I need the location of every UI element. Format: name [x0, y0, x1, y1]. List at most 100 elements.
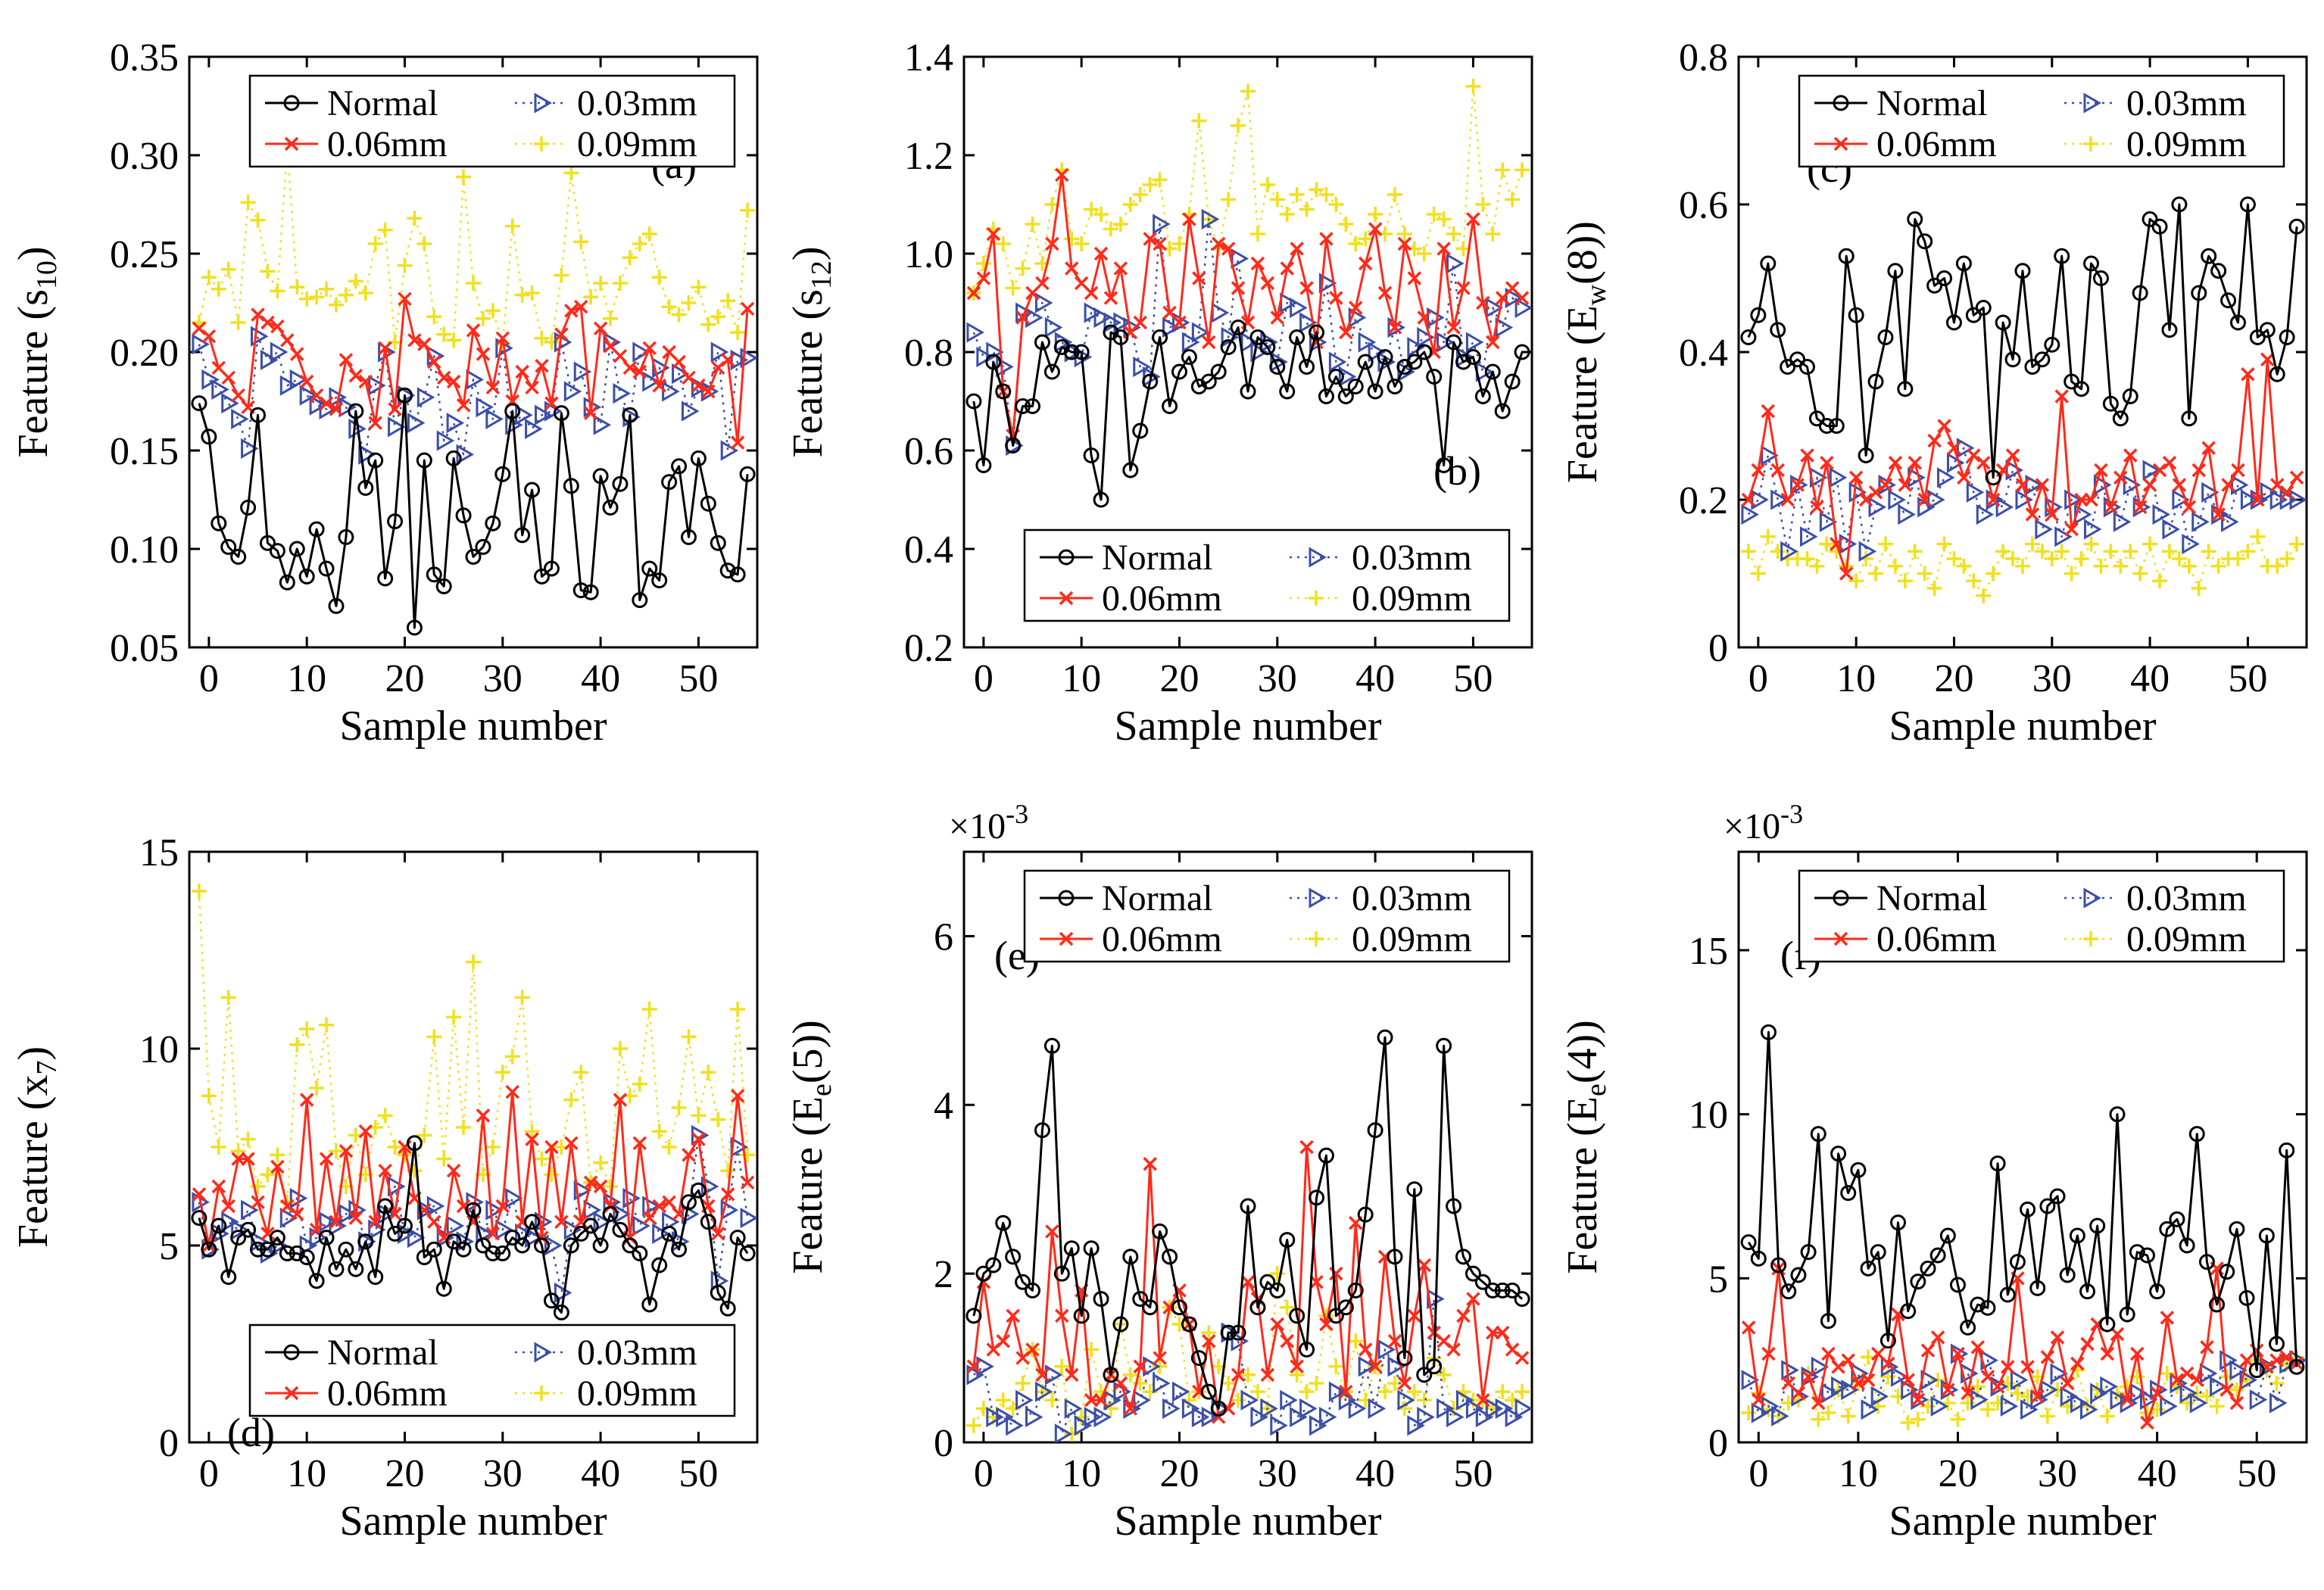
legend-item-normal: Normal [265, 1333, 438, 1373]
data-point-003mm [1455, 1389, 1474, 1411]
data-point-normal [1810, 1126, 1826, 1143]
data-point-006mm [1329, 291, 1343, 305]
data-point-006mm [1741, 1320, 1756, 1335]
data-point-009mm [328, 1143, 344, 1159]
data-point-006mm [378, 1163, 392, 1178]
data-point-normal [298, 568, 315, 585]
data-point-003mm [652, 1223, 670, 1245]
data-point-006mm [1417, 1258, 1431, 1273]
data-point-003mm [407, 1227, 426, 1249]
data-point-009mm [710, 309, 726, 325]
data-point-009mm [661, 299, 677, 315]
legend-item-003mm: 0.03mm [1290, 538, 1472, 578]
data-point-normal [1387, 379, 1403, 394]
data-point-006mm [1387, 320, 1402, 335]
data-point-009mm [1811, 1411, 1826, 1427]
data-point-009mm [1887, 558, 1903, 574]
data-point-003mm [2191, 511, 2210, 532]
data-point-009mm [1995, 544, 2011, 560]
data-point-006mm [1930, 1330, 1945, 1345]
data-point-003mm [2139, 1389, 2158, 1411]
data-point-009mm [1485, 226, 1501, 242]
data-point-006mm [427, 1214, 441, 1230]
data-point-009mm [1960, 1395, 1976, 1411]
data-point-006mm [1761, 1346, 1776, 1361]
data-point-003mm [1044, 316, 1063, 338]
data-point-normal [1132, 422, 1149, 439]
data-point-normal [2239, 196, 2256, 213]
data-point-009mm [416, 1127, 432, 1143]
data-point-normal [1357, 354, 1374, 370]
series-009mm [1740, 528, 2305, 603]
data-point-normal [1073, 1308, 1090, 1324]
data-point-009mm [1387, 187, 1402, 202]
data-point-006mm [1752, 1392, 1766, 1407]
legend-label: Normal [1876, 878, 1988, 918]
data-point-normal [1005, 1249, 1022, 1265]
legend-box [1023, 528, 1511, 622]
data-point-009mm [436, 326, 452, 342]
data-point-009mm [1122, 197, 1138, 212]
data-point-006mm [1830, 537, 1844, 551]
data-point-normal [2248, 1362, 2265, 1379]
data-point-009mm [1426, 207, 1442, 222]
legend-box [248, 74, 736, 168]
data-point-006mm [1153, 1351, 1167, 1365]
legend-item-normal: Normal [1040, 538, 1213, 578]
data-point-003mm [1054, 1423, 1073, 1442]
data-point-003mm [535, 404, 553, 426]
x-axis-label: Sample number [339, 1498, 607, 1545]
data-point-003mm [2142, 460, 2161, 481]
data-point-003mm [2199, 1363, 2218, 1384]
data-point-009mm [975, 256, 991, 271]
data-point-normal [572, 1225, 589, 1242]
data-point-003mm [2249, 1389, 2268, 1411]
data-point-006mm [2191, 463, 2206, 478]
data-point-003mm [1191, 1406, 1210, 1428]
data-point-003mm [2219, 1350, 2238, 1371]
data-point-003mm [563, 381, 582, 402]
data-point-normal [1426, 1358, 1443, 1375]
data-point-003mm [1093, 307, 1112, 329]
data-point-009mm [1950, 1411, 1966, 1427]
data-point-normal [2122, 388, 2138, 404]
y-tick-label: 0.15 [110, 430, 179, 473]
data-point-003mm [740, 348, 757, 369]
data-point-009mm [1328, 197, 1344, 212]
data-point-normal [1750, 1250, 1767, 1267]
data-point-003mm [1831, 1376, 1849, 1397]
data-point-006mm [192, 321, 207, 336]
chart-panel-c: 0 10 20 30 40 50 0 0.2 0.4 0.6 0.8 Sample number Fea… [1559, 36, 2308, 750]
data-point-003mm [1153, 1373, 1171, 1394]
data-point-009mm [250, 1179, 266, 1194]
data-point-006mm [2219, 1383, 2234, 1397]
data-point-normal [719, 563, 736, 579]
data-point-normal [641, 1296, 658, 1313]
data-point-003mm [1868, 497, 1887, 518]
x-tick-label: 40 [581, 657, 620, 700]
legend-marker [2083, 887, 2101, 909]
data-point-006mm [1868, 485, 1883, 500]
data-point-normal [465, 1202, 482, 1218]
data-point-006mm [1941, 1383, 1955, 1397]
x-tick-label: 30 [1258, 657, 1297, 700]
data-point-normal [318, 560, 335, 577]
data-point-003mm [1250, 341, 1268, 363]
data-point-006mm [485, 380, 501, 395]
data-point-normal [1494, 403, 1511, 419]
data-point-003mm [407, 412, 426, 434]
data-point-009mm [328, 297, 344, 313]
data-point-006mm [348, 368, 363, 383]
data-point-003mm [397, 1223, 416, 1245]
x-tick-label: 40 [2138, 1452, 2177, 1495]
data-point-normal [396, 1217, 413, 1234]
data-point-normal [1985, 469, 2001, 486]
y-tick-label: 0.10 [110, 528, 179, 572]
data-point-009mm [2171, 551, 2187, 566]
data-point-normal [1900, 1303, 1917, 1320]
legend-label: 0.09mm [1352, 578, 1472, 619]
data-point-006mm [525, 1132, 539, 1146]
data-point-009mm [1279, 1299, 1295, 1315]
data-point-006mm [309, 388, 324, 403]
series-003mm [966, 1288, 1532, 1442]
